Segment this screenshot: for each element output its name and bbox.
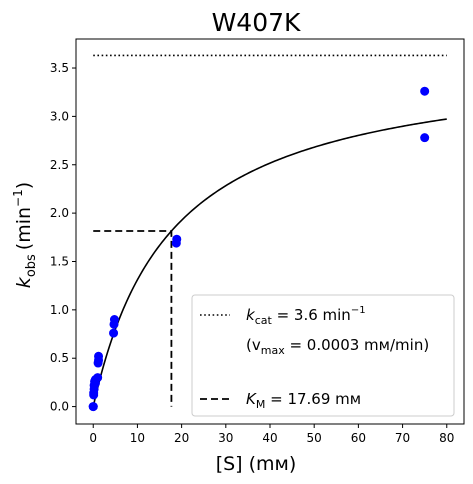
y-axis-label-sub: obs — [24, 254, 39, 277]
y-tick-label: 2.5 — [50, 158, 69, 172]
data-point — [109, 328, 119, 338]
data-point — [420, 133, 430, 143]
legend-km-label: KM = 17.69 mм — [246, 390, 361, 411]
legend: kcat = 3.6 min−1 (vmax = 0.0003 mм/min) … — [191, 294, 455, 417]
x-tick-label: 70 — [395, 431, 410, 445]
x-tick-label: 60 — [351, 431, 366, 445]
chart-title: W407K — [212, 8, 301, 37]
x-tick-label: 80 — [439, 431, 454, 445]
data-point — [93, 373, 103, 383]
y-axis-label-units: (min — [13, 207, 35, 250]
data-point — [420, 86, 430, 96]
y-axis-label-main: k — [13, 276, 35, 288]
y-tick-label: 2.0 — [50, 206, 69, 220]
data-point — [88, 402, 98, 412]
data-point — [109, 315, 119, 325]
axis-ticks: 0 10 20 30 40 50 60 70 80 0.0 0.5 1.0 1.5 2.0 2.5 3.0 3.… — [50, 61, 454, 445]
legend-frame — [191, 294, 455, 417]
y-axis-label: kobs (min−1) — [11, 182, 39, 288]
y-tick-label: 0.0 — [50, 400, 69, 414]
x-axis-label: [S] (mм) — [216, 453, 297, 475]
km-line — [93, 230, 173, 407]
svg-text:kobs(min−1): kobs (min−1) — [11, 182, 39, 288]
y-axis-label-units-close: ) — [13, 182, 35, 189]
y-tick-label: 0.5 — [50, 351, 69, 365]
x-tick-label: 30 — [218, 431, 233, 445]
data-point — [172, 234, 182, 244]
legend-kcat-label: kcat = 3.6 min−1 — [246, 305, 366, 327]
x-tick-label: 10 — [130, 431, 145, 445]
plot-frame — [75, 38, 465, 425]
fit-curve — [92, 118, 447, 407]
y-tick-label: 3.0 — [50, 109, 69, 123]
x-tick-label: 0 — [89, 431, 97, 445]
plot-area — [88, 54, 447, 412]
x-tick-label: 20 — [174, 431, 189, 445]
legend-vmax-label: (vmax = 0.0003 mм/min) — [246, 336, 429, 357]
y-tick-label: 1.5 — [50, 254, 69, 268]
data-point — [94, 351, 104, 361]
y-tick-label: 3.5 — [50, 61, 69, 75]
y-tick-label: 1.0 — [50, 303, 69, 317]
y-axis-label-units-sup: −1 — [11, 189, 25, 207]
x-tick-label: 50 — [307, 431, 322, 445]
x-tick-label: 40 — [262, 431, 277, 445]
